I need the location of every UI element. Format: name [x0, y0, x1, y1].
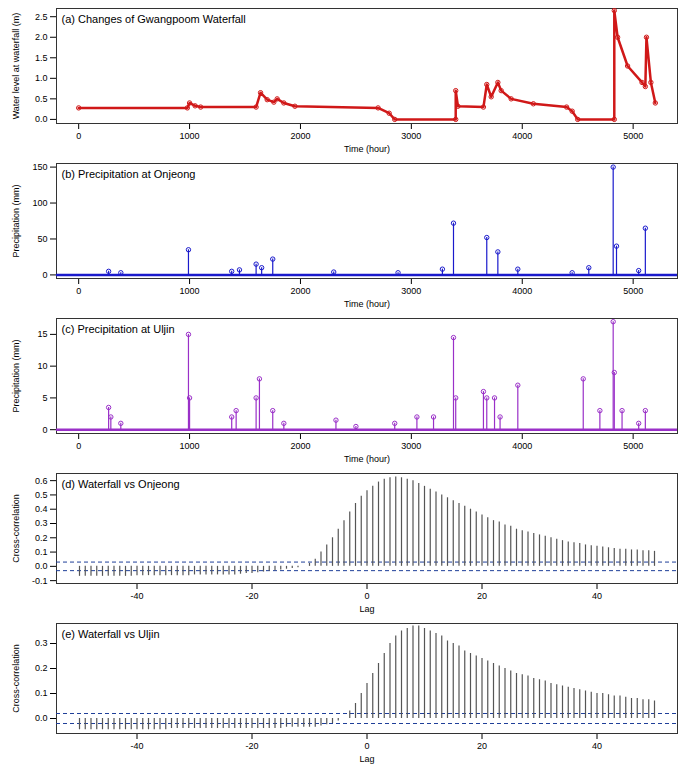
svg-text:0: 0 — [364, 591, 369, 601]
svg-text:10: 10 — [37, 361, 47, 371]
svg-text:0.1: 0.1 — [35, 688, 48, 698]
svg-text:(e) Waterfall vs Uljin: (e) Waterfall vs Uljin — [62, 628, 160, 640]
svg-text:3000: 3000 — [401, 131, 421, 141]
svg-text:Time (hour): Time (hour) — [344, 144, 390, 154]
svg-text:Time (hour): Time (hour) — [344, 299, 390, 309]
svg-text:0.1: 0.1 — [35, 547, 48, 557]
svg-text:1.5: 1.5 — [35, 53, 48, 63]
svg-text:(c) Precipitation at Uljin: (c) Precipitation at Uljin — [62, 323, 175, 335]
svg-text:0.2: 0.2 — [35, 663, 48, 673]
svg-text:0: 0 — [42, 270, 47, 280]
svg-text:20: 20 — [477, 741, 487, 751]
svg-text:-40: -40 — [130, 741, 143, 751]
svg-text:0: 0 — [76, 441, 81, 451]
svg-text:Time (hour): Time (hour) — [344, 454, 390, 464]
svg-text:Cross-correlation: Cross-correlation — [11, 494, 21, 563]
svg-text:Precipitation (mm): Precipitation (mm) — [11, 339, 21, 412]
svg-text:5: 5 — [42, 393, 47, 403]
svg-text:0: 0 — [42, 425, 47, 435]
svg-text:0.3: 0.3 — [35, 638, 48, 648]
svg-text:0: 0 — [76, 286, 81, 296]
svg-text:0.6: 0.6 — [35, 476, 48, 486]
svg-text:0: 0 — [364, 741, 369, 751]
svg-text:2.5: 2.5 — [35, 12, 48, 22]
svg-text:0.2: 0.2 — [35, 533, 48, 543]
svg-text:(a) Changes of Gwangpoom Water: (a) Changes of Gwangpoom Waterfall — [62, 13, 246, 25]
svg-text:40: 40 — [592, 741, 602, 751]
svg-text:2000: 2000 — [290, 131, 310, 141]
svg-text:1000: 1000 — [180, 441, 200, 451]
svg-text:0.5: 0.5 — [35, 94, 48, 104]
svg-text:15: 15 — [37, 329, 47, 339]
svg-text:0.0: 0.0 — [35, 561, 48, 571]
svg-text:0.3: 0.3 — [35, 518, 48, 528]
svg-text:5000: 5000 — [623, 131, 643, 141]
svg-text:5000: 5000 — [623, 441, 643, 451]
svg-text:0: 0 — [76, 131, 81, 141]
svg-text:Lag: Lag — [359, 754, 374, 764]
svg-text:0.5: 0.5 — [35, 490, 48, 500]
svg-text:(b) Precipitation at Onjeong: (b) Precipitation at Onjeong — [62, 168, 196, 180]
svg-text:0.4: 0.4 — [35, 504, 48, 514]
svg-text:50: 50 — [37, 234, 47, 244]
svg-text:3000: 3000 — [401, 286, 421, 296]
svg-text:Precipitation (mm): Precipitation (mm) — [11, 184, 21, 257]
svg-text:-40: -40 — [130, 591, 143, 601]
svg-text:150: 150 — [32, 162, 47, 172]
svg-text:0.0: 0.0 — [35, 114, 48, 124]
svg-text:5000: 5000 — [623, 286, 643, 296]
svg-text:0.0: 0.0 — [35, 713, 48, 723]
svg-text:1.0: 1.0 — [35, 73, 48, 83]
svg-text:2000: 2000 — [290, 286, 310, 296]
svg-text:20: 20 — [477, 591, 487, 601]
svg-text:40: 40 — [592, 591, 602, 601]
svg-text:-0.1: -0.1 — [32, 576, 48, 586]
svg-text:3000: 3000 — [401, 441, 421, 451]
svg-text:-20: -20 — [245, 591, 258, 601]
svg-text:-20: -20 — [245, 741, 258, 751]
svg-text:1000: 1000 — [180, 286, 200, 296]
svg-text:4000: 4000 — [512, 131, 532, 141]
svg-text:Cross-correlation: Cross-correlation — [11, 644, 21, 713]
svg-text:Water level at waterfall (m): Water level at waterfall (m) — [11, 13, 21, 120]
svg-text:1000: 1000 — [180, 131, 200, 141]
svg-text:100: 100 — [32, 198, 47, 208]
svg-text:2000: 2000 — [290, 441, 310, 451]
svg-text:2.0: 2.0 — [35, 32, 48, 42]
svg-text:4000: 4000 — [512, 441, 532, 451]
svg-text:Lag: Lag — [359, 604, 374, 614]
svg-text:4000: 4000 — [512, 286, 532, 296]
svg-text:(d) Waterfall vs Onjeong: (d) Waterfall vs Onjeong — [62, 478, 180, 490]
